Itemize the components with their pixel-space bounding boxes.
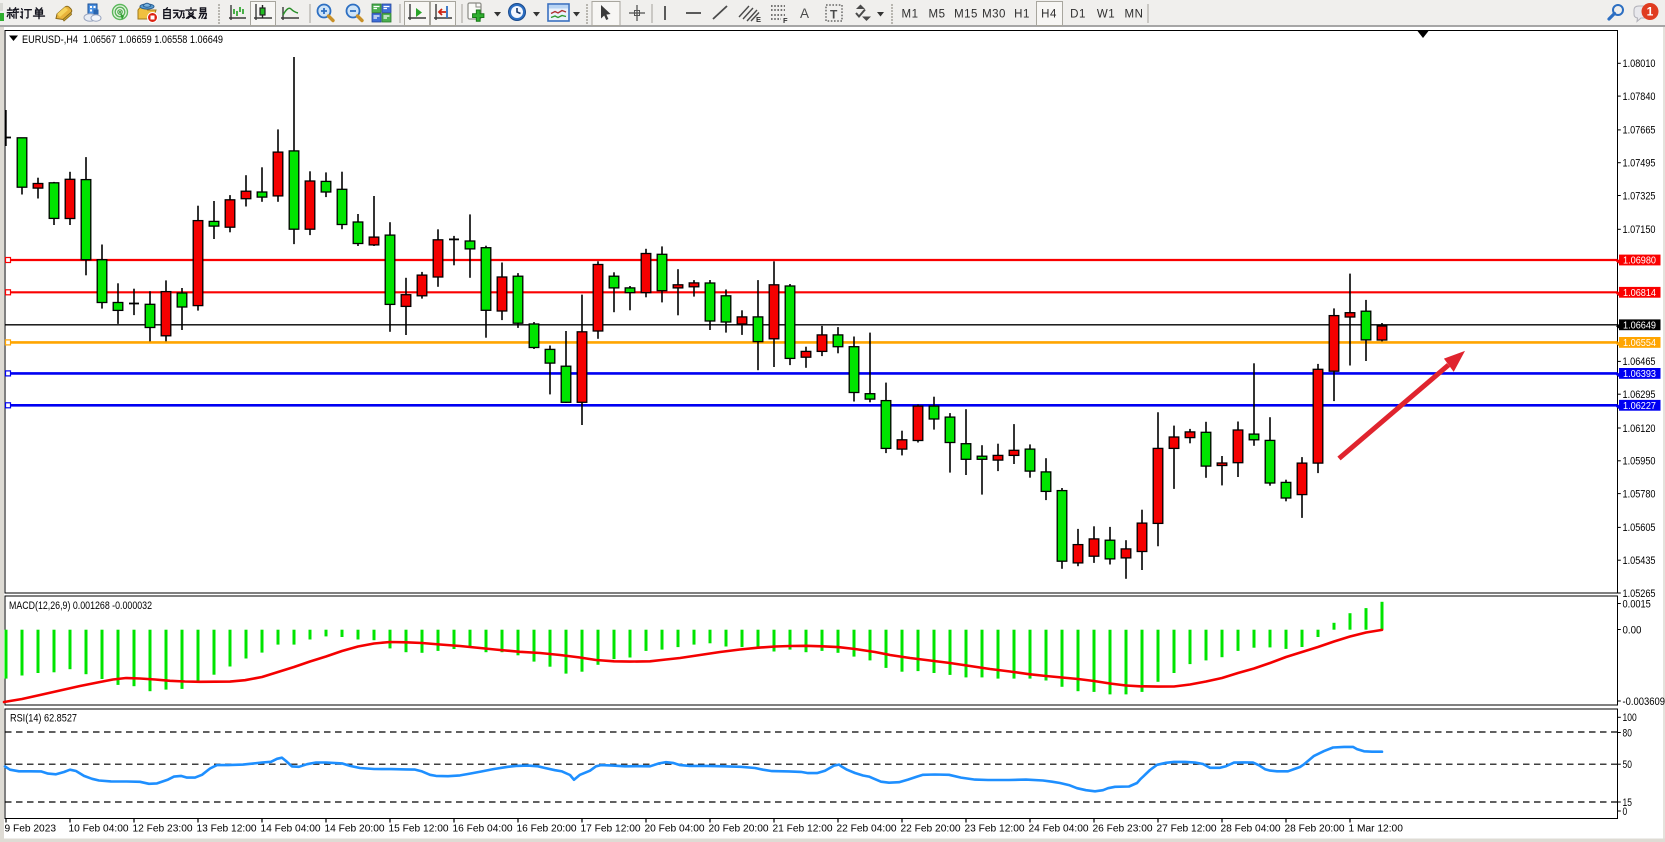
svg-text:27 Feb 12:00: 27 Feb 12:00 (1157, 824, 1217, 835)
svg-text:1.07325: 1.07325 (1623, 190, 1656, 202)
svg-text:9 Feb 2023: 9 Feb 2023 (5, 824, 57, 835)
svg-text:14 Feb 04:00: 14 Feb 04:00 (261, 824, 321, 835)
svg-text:14 Feb 20:00: 14 Feb 20:00 (325, 824, 385, 835)
svg-text:28 Feb 20:00: 28 Feb 20:00 (1285, 824, 1345, 835)
svg-text:1.06649: 1.06649 (1623, 321, 1656, 332)
svg-text:1.06295: 1.06295 (1623, 389, 1656, 401)
svg-text:M15: M15 (954, 9, 978, 21)
svg-text:EURUSD-,H4 1.06567 1.06659 1.: EURUSD-,H4 1.06567 1.06659 1.06558 1.066… (22, 34, 223, 46)
svg-text:T: T (830, 8, 838, 22)
svg-text:16 Feb 04:00: 16 Feb 04:00 (453, 824, 513, 835)
svg-text:22 Feb 04:00: 22 Feb 04:00 (837, 824, 897, 835)
svg-text:1: 1 (1647, 5, 1654, 19)
svg-text:MN: MN (1125, 9, 1144, 21)
svg-text:E: E (756, 15, 761, 24)
svg-text:16 Feb 20:00: 16 Feb 20:00 (517, 824, 577, 835)
svg-text:1.05950: 1.05950 (1623, 456, 1656, 468)
svg-text:80: 80 (1623, 727, 1632, 739)
svg-text:1.06465: 1.06465 (1623, 356, 1656, 368)
svg-text:50: 50 (1623, 759, 1632, 771)
svg-text:20 Feb 20:00: 20 Feb 20:00 (709, 824, 769, 835)
svg-text:A: A (800, 6, 809, 21)
svg-text:H4: H4 (1041, 9, 1057, 21)
svg-text:22 Feb 20:00: 22 Feb 20:00 (901, 824, 961, 835)
svg-text:10 Feb 04:00: 10 Feb 04:00 (69, 824, 129, 835)
svg-text:1.07665: 1.07665 (1623, 125, 1656, 137)
svg-text:1.07840: 1.07840 (1623, 91, 1656, 103)
svg-text:1.05780: 1.05780 (1623, 488, 1656, 500)
svg-text:1.07495: 1.07495 (1623, 158, 1656, 170)
svg-text:23 Feb 12:00: 23 Feb 12:00 (965, 824, 1025, 835)
svg-text:M1: M1 (902, 9, 919, 21)
svg-text:28 Feb 04:00: 28 Feb 04:00 (1221, 824, 1281, 835)
svg-text:24 Feb 04:00: 24 Feb 04:00 (1029, 824, 1089, 835)
svg-text:1.05435: 1.05435 (1623, 555, 1656, 567)
svg-text:M30: M30 (982, 9, 1006, 21)
svg-text:1 Mar 12:00: 1 Mar 12:00 (1349, 824, 1404, 835)
svg-text:1.06393: 1.06393 (1623, 369, 1656, 380)
svg-text:13 Feb 12:00: 13 Feb 12:00 (197, 824, 257, 835)
svg-text:12 Feb 23:00: 12 Feb 23:00 (133, 824, 193, 835)
svg-text:1.06554: 1.06554 (1623, 338, 1656, 349)
svg-text:1.05265: 1.05265 (1623, 588, 1656, 600)
svg-text:1.06227: 1.06227 (1623, 401, 1656, 412)
svg-text:1.08010: 1.08010 (1623, 58, 1656, 70)
svg-text:1.06120: 1.06120 (1623, 423, 1656, 435)
svg-text:20 Feb 04:00: 20 Feb 04:00 (645, 824, 705, 835)
svg-text:17 Feb 12:00: 17 Feb 12:00 (581, 824, 641, 835)
svg-text:M5: M5 (929, 9, 946, 21)
svg-text:21 Feb 12:00: 21 Feb 12:00 (773, 824, 833, 835)
svg-text:100: 100 (1623, 712, 1637, 724)
svg-text:D1: D1 (1070, 9, 1086, 21)
svg-text:F: F (783, 16, 788, 25)
svg-text:26 Feb 23:00: 26 Feb 23:00 (1093, 824, 1153, 835)
svg-text:0.00: 0.00 (1623, 624, 1642, 636)
svg-text:1.06814: 1.06814 (1623, 288, 1656, 299)
svg-text:15: 15 (1623, 797, 1632, 809)
svg-text:1.05605: 1.05605 (1623, 522, 1656, 534)
svg-text:0: 0 (1623, 806, 1628, 818)
svg-text:1.07150: 1.07150 (1623, 224, 1656, 236)
svg-text:-0.003609: -0.003609 (1623, 696, 1665, 708)
svg-text:W1: W1 (1097, 9, 1115, 21)
svg-text:MACD(12,26,9) 0.001268 -0.0000: MACD(12,26,9) 0.001268 -0.000032 (9, 600, 152, 612)
svg-text:1.06980: 1.06980 (1623, 256, 1656, 267)
svg-text:0.0015: 0.0015 (1623, 598, 1651, 610)
svg-text:H1: H1 (1014, 9, 1030, 21)
svg-text:RSI(14) 62.8527: RSI(14) 62.8527 (10, 713, 77, 725)
svg-text:15 Feb 12:00: 15 Feb 12:00 (389, 824, 449, 835)
